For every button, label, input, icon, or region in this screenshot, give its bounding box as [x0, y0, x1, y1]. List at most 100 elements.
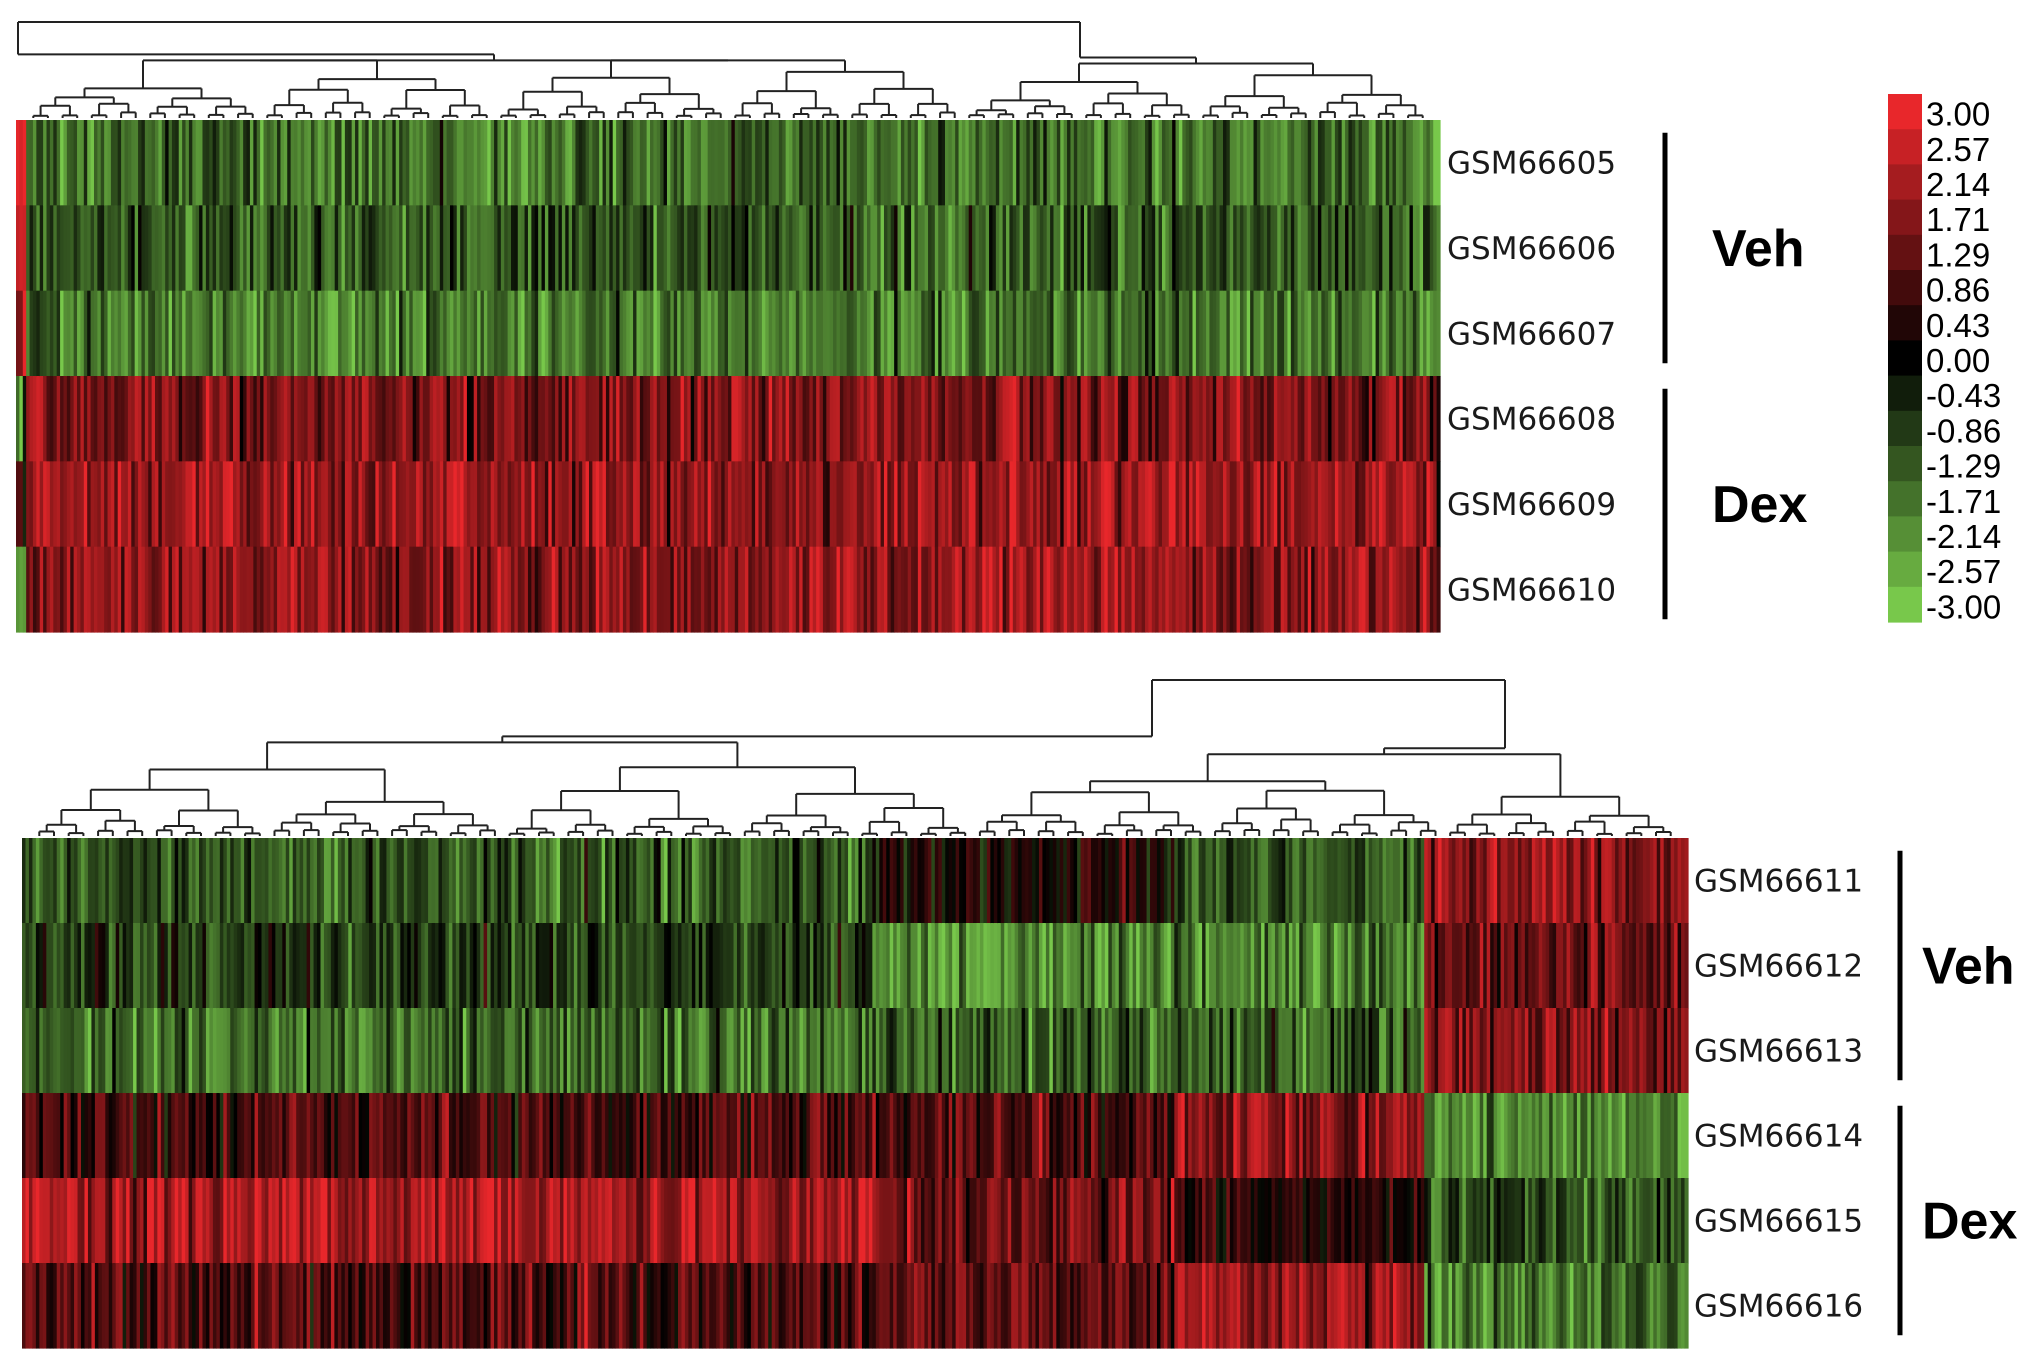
bottom-heatmap-cell	[1045, 1263, 1050, 1349]
top-heatmap-cell	[707, 546, 712, 633]
bottom-heatmap-cell	[466, 1263, 471, 1349]
bottom-heatmap-cell	[115, 838, 120, 924]
top-heatmap-cell	[646, 376, 651, 462]
bottom-heatmap-cell	[733, 1263, 738, 1349]
bottom-heatmap-cell	[962, 838, 967, 924]
bottom-heatmap-cell	[705, 1178, 710, 1264]
bottom-heatmap-cell	[698, 838, 703, 924]
top-heatmap-cell	[138, 120, 143, 206]
bottom-heatmap-cell	[268, 1008, 273, 1094]
bottom-heatmap-cell	[1018, 838, 1023, 924]
top-heatmap-cell	[1070, 290, 1075, 377]
bottom-heatmap-cell	[813, 1008, 818, 1094]
bottom-heatmap-cell	[532, 1008, 537, 1094]
top-heatmap-cell	[612, 205, 617, 292]
top-heatmap-cell	[670, 290, 675, 377]
bottom-heatmap-cell	[1025, 1093, 1030, 1179]
bottom-heatmap-cell	[802, 1178, 808, 1264]
top-heatmap-cell	[534, 461, 539, 548]
top-heatmap-cell	[178, 461, 183, 548]
top-heatmap-cell	[1097, 461, 1102, 548]
bottom-heatmap-cell	[910, 1178, 915, 1264]
top-heatmap-cell	[1223, 546, 1227, 633]
top-heatmap-cell	[144, 461, 149, 548]
top-heatmap-cell	[1287, 376, 1292, 462]
top-heatmap-cell	[22, 376, 27, 462]
top-heatmap-cell	[422, 205, 427, 292]
top-heatmap-cell	[416, 205, 421, 292]
top-heatmap-cell	[1192, 290, 1197, 377]
top-heatmap-cell	[507, 461, 512, 548]
top-row-labels: GSM66605GSM66606GSM66607GSM66608GSM66609…	[1447, 146, 1616, 609]
bottom-heatmap-cell	[129, 923, 134, 1009]
top-heatmap-cell	[531, 461, 536, 548]
top-heatmap-cell	[605, 546, 610, 633]
bottom-heatmap-cell	[205, 1178, 211, 1264]
top-heatmap-cell	[144, 290, 149, 377]
top-heatmap-cell	[897, 120, 902, 206]
bottom-heatmap-cell	[848, 838, 853, 924]
bottom-heatmap-cell	[608, 1178, 613, 1264]
bottom-heatmap-cell	[296, 1263, 301, 1349]
top-heatmap-cell	[385, 376, 390, 462]
bottom-heatmap-cell	[400, 923, 405, 1009]
top-heatmap-cell	[636, 461, 641, 548]
bottom-heatmap-cell	[848, 1093, 853, 1179]
bottom-heatmap-cell	[570, 923, 575, 1009]
bottom-heatmap-cell	[806, 838, 811, 924]
bottom-heatmap-cell	[827, 1263, 832, 1349]
top-heatmap-cell	[388, 376, 393, 462]
top-heatmap-cell	[494, 546, 499, 633]
bottom-heatmap-cell	[77, 1008, 82, 1094]
top-heatmap-cell	[327, 376, 332, 462]
bottom-heatmap-cell	[750, 1263, 755, 1349]
bottom-heatmap-cell	[726, 1178, 731, 1264]
top-heatmap-cell	[843, 376, 848, 462]
top-heatmap-cell	[507, 120, 512, 206]
bottom-heatmap-cell	[865, 1008, 870, 1094]
bottom-heatmap-cell	[959, 1263, 964, 1349]
top-heatmap-cell	[1148, 546, 1153, 633]
top-heatmap-cell	[602, 120, 607, 206]
top-heatmap-cell	[392, 461, 397, 548]
bottom-heatmap-cell	[917, 838, 922, 924]
top-heatmap-cell	[622, 546, 627, 633]
top-heatmap-cell	[399, 120, 404, 206]
bottom-heatmap-cell	[664, 1093, 669, 1179]
top-heatmap-cell	[439, 546, 444, 633]
top-heatmap-cell	[310, 376, 315, 462]
bottom-heatmap-cell	[924, 1263, 929, 1349]
top-heatmap-cell	[527, 376, 532, 462]
bottom-heatmap-cell	[653, 1008, 658, 1094]
bottom-heatmap-cell	[959, 838, 964, 924]
top-heatmap-cell	[1104, 376, 1109, 462]
bottom-heatmap-cell	[539, 1178, 544, 1264]
top-heatmap-cell	[1158, 205, 1163, 292]
top-heatmap-cell	[202, 120, 207, 206]
bottom-heatmap-cell	[677, 1178, 683, 1264]
bottom-heatmap-cell	[754, 1093, 759, 1179]
top-heatmap-cell	[375, 461, 380, 548]
top-heatmap-cell	[744, 120, 749, 206]
bottom-heatmap-cell	[844, 923, 849, 1009]
top-heatmap-cell	[297, 205, 302, 292]
top-heatmap-cell	[639, 546, 644, 633]
bottom-heatmap-cell	[563, 1263, 568, 1349]
bottom-heatmap-cell	[681, 923, 686, 1009]
bottom-heatmap-cell	[56, 1263, 61, 1349]
top-heatmap-cell	[1148, 120, 1153, 206]
bottom-heatmap-cell	[285, 1263, 290, 1349]
top-heatmap-cell	[748, 376, 753, 462]
bottom-heatmap-cell	[632, 1008, 637, 1094]
bottom-heatmap-cell	[979, 1008, 985, 1094]
top-heatmap-cell	[1117, 376, 1122, 462]
top-heatmap-cell	[1243, 290, 1248, 377]
top-heatmap-cell	[500, 376, 505, 462]
bottom-heatmap-cell	[584, 1263, 589, 1349]
top-heatmap-cell	[951, 546, 956, 633]
top-heatmap-cell	[666, 546, 671, 633]
top-heatmap-cell	[1314, 120, 1319, 206]
bottom-heatmap-cell	[750, 838, 755, 924]
bottom-heatmap-cell	[101, 1093, 106, 1179]
bottom-heatmap-cell	[414, 1093, 419, 1179]
